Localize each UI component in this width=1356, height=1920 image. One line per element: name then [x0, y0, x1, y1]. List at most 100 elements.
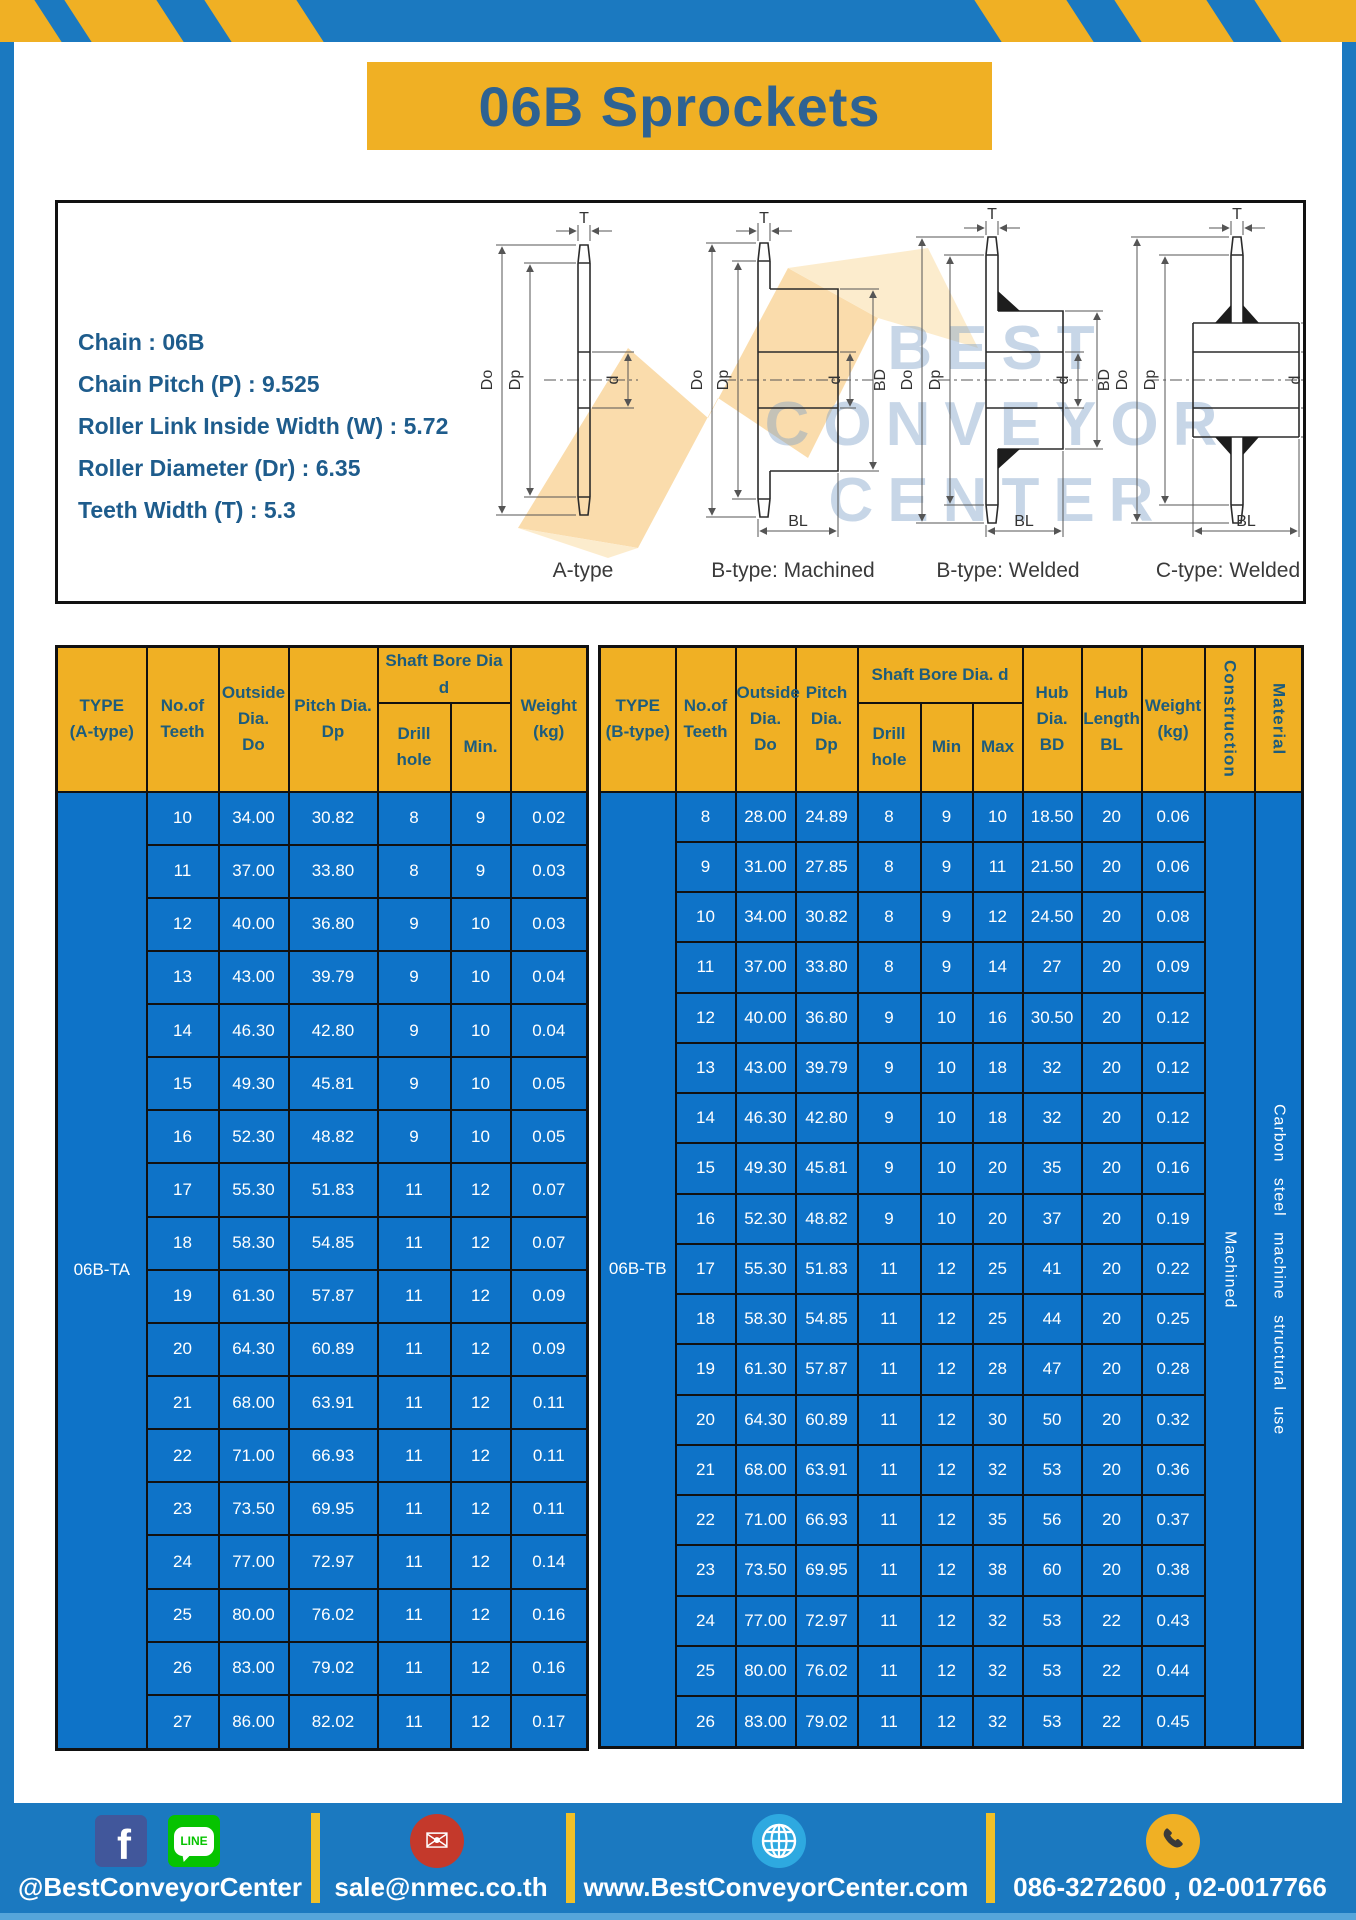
table-row: 11 37.00 33.80 8 9 0.03 — [57, 843, 589, 899]
table-cell: 12 — [919, 1292, 974, 1346]
table-cell: 0.12 — [1140, 1041, 1206, 1095]
table-cell: 11 — [971, 840, 1024, 894]
table-cell: 12 — [919, 1544, 974, 1597]
table-row: 20 64.30 60.89 11 12 0.09 — [57, 1321, 589, 1378]
table-cell: 15 — [145, 1056, 220, 1112]
table-cell: 11 — [376, 1268, 452, 1324]
table-cell: 12 — [919, 1594, 974, 1647]
table-cell: 20 — [1080, 1242, 1143, 1296]
table-cell: 0.16 — [1140, 1142, 1206, 1195]
table-cell: 34.00 — [217, 790, 290, 846]
table-cell: 18.50 — [1021, 790, 1083, 843]
table-row: 9 31.00 27.85 8 9 11 21.50 20 0.06 — [600, 840, 1303, 894]
line-bubble: LINE — [174, 1826, 214, 1856]
col-header-teeth: No.of Teeth — [674, 645, 737, 793]
table-cell: 12 — [449, 1268, 512, 1324]
col-header-material: Material — [1253, 645, 1304, 793]
spec-line: Chain Pitch (P) : 9.525 — [78, 371, 320, 397]
table-row: 21 68.00 63.91 11 12 0.11 — [57, 1375, 589, 1431]
table-cell: 24.50 — [1021, 890, 1083, 944]
table-cell: 32 — [1021, 1041, 1083, 1095]
table-cell: 0.07 — [509, 1162, 589, 1218]
table-cell: 20 — [1080, 991, 1143, 1044]
table-cell: 21.50 — [1021, 840, 1083, 894]
table-cell: 25 — [971, 1292, 1024, 1346]
table-cell: 82.02 — [287, 1693, 379, 1751]
table-cell: 9 — [919, 890, 974, 944]
table-cell: 9 — [856, 1142, 922, 1195]
col-header-min: Min — [919, 701, 974, 793]
dim-label-d: d — [827, 376, 844, 385]
col-header-max: Max — [971, 701, 1024, 793]
table-cell: 63.91 — [287, 1375, 379, 1431]
table-cell: 10 — [919, 1192, 974, 1245]
top-decorative-bar — [0, 0, 1356, 42]
table-row: 22 71.00 66.93 11 12 35 56 20 0.37 — [600, 1493, 1303, 1547]
table-cell: 14 — [674, 1091, 737, 1145]
footer: f LINE @BestConveyorCenter ✉ sale@nmec.c… — [0, 1803, 1356, 1920]
spec-line: Teeth Width (T) : 5.3 — [78, 497, 296, 523]
table-cell: 20 — [971, 1142, 1024, 1195]
table-cell: 24 — [145, 1534, 220, 1590]
table-cell: 11 — [145, 843, 220, 899]
col-header-hub-length: Hub Length BL — [1080, 645, 1143, 793]
col-header-teeth: No.of Teeth — [145, 645, 220, 793]
table-cell: 45.81 — [794, 1142, 859, 1195]
table-cell: 26 — [145, 1640, 220, 1696]
table-row: 13 43.00 39.79 9 10 18 32 20 0.12 — [600, 1041, 1303, 1095]
table-cell: 11 — [856, 1594, 922, 1647]
table-row: 12 40.00 36.80 9 10 0.03 — [57, 896, 589, 952]
table-cell: 13 — [674, 1041, 737, 1095]
stripe-icon — [1114, 0, 1234, 42]
table-cell: 38 — [971, 1544, 1024, 1597]
table-cell: 55.30 — [217, 1162, 290, 1218]
footer-separator — [566, 1813, 575, 1903]
table-cell: 11 — [376, 1587, 452, 1643]
table-cell: 25 — [145, 1587, 220, 1643]
table-cell: 40.00 — [217, 896, 290, 952]
sprocket-profile — [577, 244, 591, 516]
table-cell: 68.00 — [217, 1375, 290, 1431]
table-cell: 10 — [919, 1142, 974, 1195]
table-cell: 80.00 — [217, 1587, 290, 1643]
table-row: 23 73.50 69.95 11 12 0.11 — [57, 1481, 589, 1537]
table-cell: 0.43 — [1140, 1594, 1206, 1647]
table-cell: 64.30 — [217, 1321, 290, 1378]
table-cell: 34.00 — [734, 890, 797, 944]
dim-label-t: T — [987, 206, 997, 223]
diagram-b-type-machined: Do Dp d BD T BL B-type: Machined — [688, 210, 898, 593]
table-cell: 50 — [1021, 1393, 1083, 1446]
table-cell: 12 — [449, 1640, 512, 1696]
dim-label-bl: BL — [1014, 513, 1034, 530]
table-b-type: TYPE (B-type) No.of Teeth Outside Dia. D… — [598, 645, 1305, 1749]
table-cell: 0.37 — [1140, 1493, 1206, 1547]
table-cell: 69.95 — [287, 1481, 379, 1537]
table-cell: 12 — [674, 991, 737, 1044]
dim-label-do: Do — [689, 370, 706, 391]
table-row: 13 43.00 39.79 9 10 0.04 — [57, 949, 589, 1006]
diagram-b-type-welded: Do Dp d BD T BL B-type: Welded — [898, 206, 1118, 593]
table-cell: 16 — [145, 1109, 220, 1165]
table-cell: 0.03 — [509, 843, 589, 899]
table-row: 20 64.30 60.89 11 12 30 50 20 0.32 — [600, 1393, 1303, 1446]
table-cell: 28 — [971, 1343, 1024, 1396]
table-cell: 0.03 — [509, 896, 589, 952]
table-row: 17 55.30 51.83 11 12 25 41 20 0.22 — [600, 1242, 1303, 1296]
col-header-min: Min. — [449, 701, 512, 793]
table-cell: 53 — [1021, 1644, 1083, 1698]
table-cell: 22 — [1080, 1644, 1143, 1698]
table-cell: 12 — [449, 1481, 512, 1537]
table-cell: 0.14 — [509, 1534, 589, 1590]
table-cell: 71.00 — [217, 1428, 290, 1484]
table-cell: 9 — [856, 1192, 922, 1245]
dim-label-bd: BD — [1096, 369, 1113, 391]
sprocket-profile — [757, 242, 839, 518]
col-header-construction: Construction — [1203, 645, 1256, 793]
table-cell: 12 — [449, 1162, 512, 1218]
page-title: 06B Sprockets — [478, 74, 881, 138]
table-cell: 30 — [971, 1393, 1024, 1446]
table-cell: 11 — [376, 1162, 452, 1218]
table-cell: 18 — [971, 1041, 1024, 1095]
table-cell: 23 — [674, 1544, 737, 1597]
diagram-caption: B-type: Machined — [711, 559, 875, 582]
